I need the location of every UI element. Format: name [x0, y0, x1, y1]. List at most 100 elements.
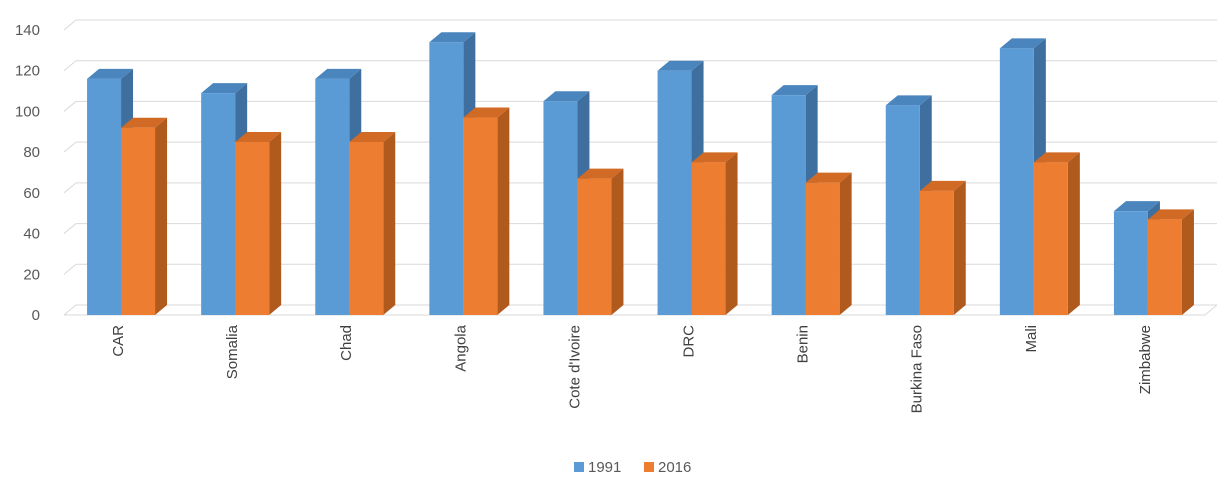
y-tick-label: 80	[23, 144, 40, 161]
bar-top	[201, 83, 248, 94]
bar-front	[349, 141, 384, 315]
y-tick-label: 0	[32, 307, 40, 324]
gridline-depth	[63, 223, 77, 234]
bar-front	[315, 78, 350, 315]
bar-top	[1147, 209, 1194, 220]
bar-front	[463, 117, 498, 316]
bar-front	[201, 93, 236, 315]
bar-front	[1113, 211, 1148, 315]
legend-swatch	[644, 462, 654, 472]
bar-2016-chad	[349, 131, 396, 315]
x-axis-ticks: CAR Somalia Chad Angola Cote d'Ivoire DRC Beni…	[110, 324, 1154, 413]
bar-side	[269, 131, 282, 315]
legend-item-1991: 1991	[574, 459, 621, 476]
bar-top	[121, 117, 168, 128]
bar-2016-somalia	[235, 131, 282, 315]
bar-side	[611, 168, 624, 315]
y-tick-label: 40	[23, 226, 40, 243]
x-tick-label: Burkina Faso	[909, 325, 926, 413]
bar-front	[235, 141, 270, 315]
bar-side	[1067, 152, 1080, 315]
bar-top	[919, 180, 966, 191]
bar-front	[1147, 219, 1182, 315]
bar-top	[1033, 152, 1080, 163]
bar-2016-zimbabwe	[1147, 209, 1194, 315]
gridline-depth	[63, 101, 77, 112]
y-axis-ticks: 0 20 40 60 80 100 120 140	[15, 22, 40, 324]
bar-2016-angola	[463, 107, 510, 316]
x-tick-label: Mali	[1023, 325, 1040, 353]
bar-2016-drc	[691, 152, 738, 315]
gridline-depth	[63, 304, 77, 316]
bar-front	[657, 70, 692, 315]
legend-swatch	[574, 462, 584, 472]
bar-top	[771, 85, 818, 96]
bar-side	[1181, 209, 1194, 315]
gridline-depth	[63, 182, 77, 194]
x-tick-label: Zimbabwe	[1137, 325, 1154, 394]
x-tick-label: Cote d'Ivoire	[566, 325, 583, 409]
bar-top	[315, 68, 362, 79]
bar-2016-benin	[805, 172, 852, 315]
gridline-depth	[63, 141, 77, 153]
bar-top	[543, 91, 590, 102]
x-tick-label: CAR	[110, 325, 127, 357]
y-tick-label: 140	[15, 22, 40, 39]
bar-front	[885, 105, 920, 315]
floor-edge	[1204, 304, 1218, 316]
bar-front	[429, 42, 464, 315]
bar-front	[771, 95, 806, 316]
y-tick-label: 60	[23, 185, 40, 202]
bar-front	[1033, 162, 1068, 315]
gridline-depth	[63, 263, 77, 275]
y-tick-label: 20	[23, 266, 40, 283]
bar-side	[497, 107, 510, 316]
x-tick-label: Chad	[338, 325, 355, 361]
bar-front	[87, 78, 122, 315]
bar-front	[691, 162, 726, 315]
bar-top	[999, 38, 1046, 49]
bar-top	[349, 131, 396, 142]
bar-front	[805, 182, 840, 315]
bar-side	[725, 152, 738, 315]
bar-front	[543, 101, 578, 315]
bar-side	[383, 131, 396, 315]
bar-side	[953, 180, 966, 315]
legend-label: 1991	[588, 459, 621, 476]
bar-top	[885, 95, 932, 106]
bar-front	[919, 190, 954, 315]
bar-front	[999, 48, 1034, 315]
y-tick-label: 100	[15, 103, 40, 120]
bar-1991-burkina-faso	[885, 95, 932, 315]
x-tick-label: Somalia	[224, 324, 241, 379]
x-tick-label: Angola	[452, 324, 469, 371]
bar-side	[839, 172, 852, 315]
bar-top	[691, 152, 738, 163]
gridline-depth	[63, 19, 77, 31]
x-tick-label: Benin	[795, 325, 812, 363]
gridline-depth	[63, 60, 77, 72]
bar-2016-burkina-faso	[919, 180, 966, 315]
bar-front	[121, 127, 156, 315]
bars	[87, 32, 1194, 316]
legend-label: 2016	[658, 459, 691, 476]
bar-top	[429, 32, 476, 43]
legend-item-2016: 2016	[644, 459, 691, 476]
bar-top	[1113, 201, 1160, 212]
bar-top	[657, 60, 704, 71]
y-tick-label: 120	[15, 63, 40, 80]
bar-top	[87, 68, 134, 79]
bar-2016-cote-d-ivoire	[577, 168, 624, 315]
bar-2016-mali	[1033, 152, 1080, 315]
bar-top	[463, 107, 510, 118]
bar-top	[235, 131, 282, 142]
x-tick-label: DRC	[681, 325, 698, 358]
bar-2016-car	[121, 117, 168, 315]
legend: 1991 2016	[574, 459, 691, 476]
bar-front	[577, 178, 612, 315]
bar-side	[155, 117, 168, 315]
bar-top	[577, 168, 624, 179]
bar-1991-chad	[315, 68, 362, 315]
